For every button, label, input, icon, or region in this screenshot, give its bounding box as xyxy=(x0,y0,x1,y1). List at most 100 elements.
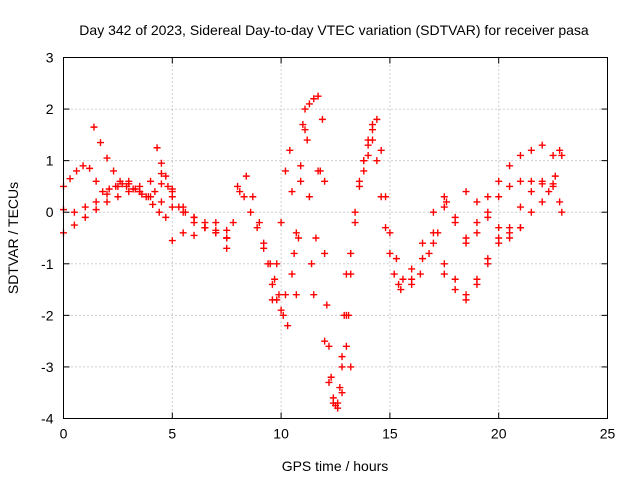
series-4 xyxy=(90,123,170,221)
data-point xyxy=(408,275,416,283)
data-point xyxy=(355,177,363,185)
data-point xyxy=(527,208,535,216)
data-point xyxy=(153,144,161,152)
data-point xyxy=(277,219,285,227)
data-point xyxy=(429,229,437,237)
data-point xyxy=(281,167,289,175)
data-point xyxy=(538,141,546,149)
data-point xyxy=(81,213,89,221)
series-5 xyxy=(153,144,231,242)
data-point xyxy=(229,219,237,227)
data-point xyxy=(342,342,350,350)
data-point xyxy=(382,224,390,232)
data-point xyxy=(308,260,316,268)
data-point xyxy=(506,182,514,190)
data-point xyxy=(190,231,198,239)
data-point xyxy=(351,208,359,216)
data-point xyxy=(136,188,144,196)
x-tick-label: 25 xyxy=(600,426,616,442)
data-point xyxy=(279,311,287,319)
data-point xyxy=(73,167,81,175)
data-point xyxy=(382,193,390,201)
data-point xyxy=(297,162,305,170)
data-point xyxy=(495,193,503,201)
data-point xyxy=(223,234,231,242)
data-point xyxy=(249,193,257,201)
data-point xyxy=(338,363,346,371)
series-19 xyxy=(462,151,566,242)
data-point xyxy=(368,126,376,134)
y-tick-label: 0 xyxy=(46,204,54,220)
y-tick-label: -2 xyxy=(41,307,54,323)
data-point xyxy=(181,208,189,216)
data-point xyxy=(429,239,437,247)
data-point xyxy=(323,301,331,309)
data-point xyxy=(373,157,381,165)
data-point xyxy=(334,404,342,412)
data-point xyxy=(66,175,74,183)
series-17 xyxy=(440,177,566,304)
y-tick-label: -4 xyxy=(41,411,54,427)
data-point xyxy=(440,193,448,201)
data-point xyxy=(288,270,296,278)
data-point xyxy=(556,146,564,154)
data-point xyxy=(538,198,546,206)
data-point xyxy=(442,198,450,206)
data-point xyxy=(473,219,481,227)
data-point xyxy=(116,177,124,185)
data-point xyxy=(162,172,170,180)
data-point xyxy=(325,378,333,386)
data-point xyxy=(440,270,448,278)
data-point xyxy=(292,229,300,237)
data-point xyxy=(473,275,481,283)
data-point xyxy=(451,275,459,283)
data-point xyxy=(429,208,437,216)
data-point xyxy=(242,172,250,180)
data-point xyxy=(284,322,292,330)
data-point xyxy=(149,200,157,208)
data-point xyxy=(223,226,231,234)
data-point xyxy=(484,255,492,263)
data-point xyxy=(234,182,242,190)
data-point xyxy=(516,151,524,159)
series-18 xyxy=(429,224,524,299)
data-point xyxy=(321,177,329,185)
data-point xyxy=(386,229,394,237)
series-16 xyxy=(408,177,564,283)
data-point xyxy=(558,208,566,216)
data-point xyxy=(288,188,296,196)
data-point xyxy=(360,157,368,165)
data-point xyxy=(440,203,448,211)
data-point xyxy=(364,141,372,149)
data-point xyxy=(303,136,311,144)
data-point xyxy=(310,95,318,103)
data-point xyxy=(549,180,557,188)
data-point xyxy=(114,193,122,201)
data-point xyxy=(408,265,416,273)
data-point xyxy=(484,193,492,201)
data-point xyxy=(327,373,335,381)
data-point xyxy=(377,146,385,154)
data-point xyxy=(342,311,350,319)
data-point xyxy=(99,188,107,196)
data-point xyxy=(351,219,359,227)
data-point xyxy=(321,337,329,345)
data-point xyxy=(347,249,355,257)
data-point xyxy=(86,164,94,172)
data-point xyxy=(329,399,337,407)
data-point xyxy=(175,203,183,211)
data-point xyxy=(558,151,566,159)
data-point xyxy=(416,270,424,278)
y-tick-label: 3 xyxy=(46,50,54,66)
data-point xyxy=(240,193,248,201)
series-10 xyxy=(288,92,329,278)
data-point xyxy=(360,167,368,175)
data-point xyxy=(495,234,503,242)
data-point xyxy=(325,342,333,350)
data-point xyxy=(347,270,355,278)
data-point xyxy=(123,182,131,190)
data-point xyxy=(290,249,298,257)
data-point xyxy=(545,188,553,196)
data-point xyxy=(462,239,470,247)
